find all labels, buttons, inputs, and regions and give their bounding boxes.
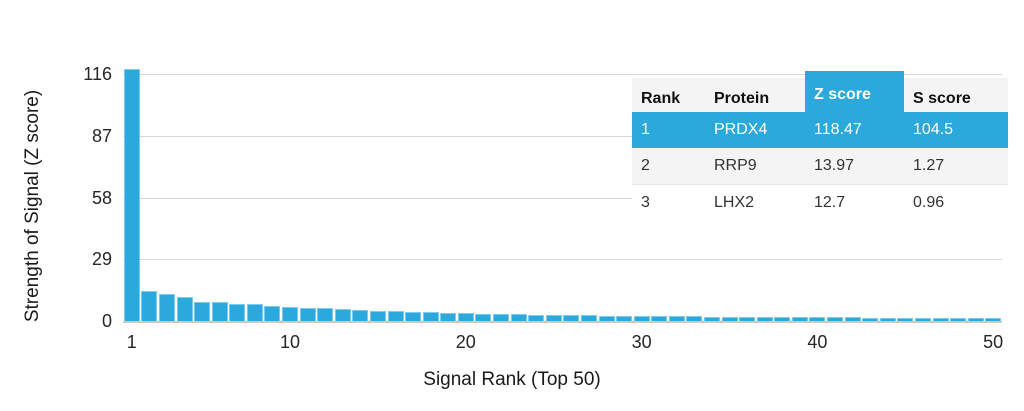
y-gridline [123, 74, 1002, 75]
bar-rank-34 [703, 316, 720, 321]
cell-rank: 1 [641, 121, 650, 138]
table-row-rank-1: 1 PRDX4 118.47 104.5 [632, 112, 1008, 148]
bar-rank-37 [756, 316, 773, 321]
bar-rank-39 [791, 317, 808, 321]
bar-rank-5 [194, 301, 211, 321]
bar-rank-28 [598, 315, 615, 321]
bar-rank-40 [809, 317, 826, 321]
bar-rank-43 [862, 317, 879, 321]
x-tick-label: 40 [807, 332, 828, 352]
cell-z-score: 12.7 [814, 194, 846, 211]
x-axis-label: Signal Rank (Top 50) [423, 369, 601, 390]
bar-rank-19 [440, 312, 457, 321]
bar-rank-33 [686, 316, 703, 321]
bar-rank-42 [844, 317, 861, 321]
y-gridline [123, 259, 1002, 261]
bar-rank-11 [299, 307, 316, 321]
y-gridline [123, 197, 1002, 199]
cell-rank: 2 [641, 157, 650, 174]
table-row-rank-3: 3 LHX2 12.7 0.96 [632, 185, 1008, 221]
column-header-s-score: S score [913, 89, 971, 107]
cell-protein: RRP9 [714, 157, 757, 174]
x-axis-line [123, 321, 1002, 323]
bar-rank-13 [334, 309, 351, 321]
x-tick-label: 1 [126, 332, 137, 352]
bar-rank-3 [159, 294, 175, 321]
x-tick-label: 10 [279, 332, 301, 352]
cell-z-score: 13.97 [814, 157, 855, 174]
bar-rank-50 [985, 318, 1002, 321]
bar-rank-49 [967, 318, 984, 321]
bar-rank-29 [616, 315, 632, 321]
cell-z-score: 118.47 [814, 121, 862, 138]
bar-rank-7 [229, 304, 246, 321]
bar-rank-1 [123, 68, 140, 321]
column-header-rank: Rank [641, 89, 681, 107]
bar-rank-9 [264, 306, 281, 321]
bar-rank-6 [211, 302, 228, 321]
column-header-z-score: Z score [805, 71, 904, 112]
x-tick-label: 20 [455, 332, 476, 352]
column-header-protein: Protein [714, 89, 770, 107]
x-tick-label: 30 [631, 332, 652, 352]
y-tick-label: 29 [91, 249, 112, 270]
table-row-rank-2: 2 RRP9 13.97 1.27 [632, 148, 1008, 185]
bar-rank-16 [387, 311, 404, 321]
bar-rank-20 [457, 313, 474, 321]
bar-rank-27 [580, 315, 597, 321]
y-tick-label: 0 [101, 311, 112, 331]
bar-rank-45 [897, 317, 914, 321]
bar-rank-31 [651, 316, 668, 321]
table-header-row: Rank Protein Z score S score [632, 71, 1008, 112]
bar-rank-46 [914, 317, 931, 321]
bar-rank-35 [721, 316, 738, 321]
bar-rank-32 [668, 316, 685, 321]
bar-rank-10 [282, 306, 298, 321]
bar-rank-24 [528, 314, 545, 321]
cell-protein: LHX2 [714, 194, 755, 211]
bar-rank-15 [369, 310, 386, 321]
bar-rank-38 [774, 317, 791, 321]
bar-rank-30 [633, 315, 650, 321]
y-tick-label: 87 [91, 125, 112, 146]
y-gridline [123, 135, 1002, 137]
cell-s-score: 1.27 [913, 157, 945, 174]
bar-rank-14 [352, 309, 369, 321]
x-tick-label: 50 [983, 332, 1004, 352]
y-tick-label: 58 [91, 187, 112, 208]
cell-protein: PRDX4 [714, 121, 768, 138]
bar-rank-22 [493, 314, 509, 321]
cell-s-score: 0.96 [913, 194, 945, 211]
cell-s-score: 104.5 [913, 121, 954, 138]
y-tick-label: 116 [83, 64, 112, 84]
bar-rank-18 [422, 312, 439, 321]
cell-rank: 3 [641, 194, 650, 211]
bar-rank-26 [563, 315, 580, 321]
bar-rank-4 [176, 297, 193, 321]
bar-rank-8 [246, 304, 263, 321]
bar-rank-23 [510, 314, 527, 321]
top-proteins-table: Rank Protein Z score S score 1 PRDX4 118.47 104… [632, 71, 1008, 221]
bar-rank-17 [405, 311, 422, 321]
bar-rank-36 [739, 316, 756, 321]
bar-rank-48 [950, 318, 967, 321]
bar-rank-47 [932, 317, 949, 321]
bar-rank-2 [141, 291, 158, 321]
bar-rank-41 [827, 317, 843, 321]
bar-rank-25 [545, 314, 562, 321]
bar-rank-12 [317, 308, 334, 321]
bar-rank-44 [879, 317, 896, 321]
bar-rank-21 [475, 313, 492, 321]
